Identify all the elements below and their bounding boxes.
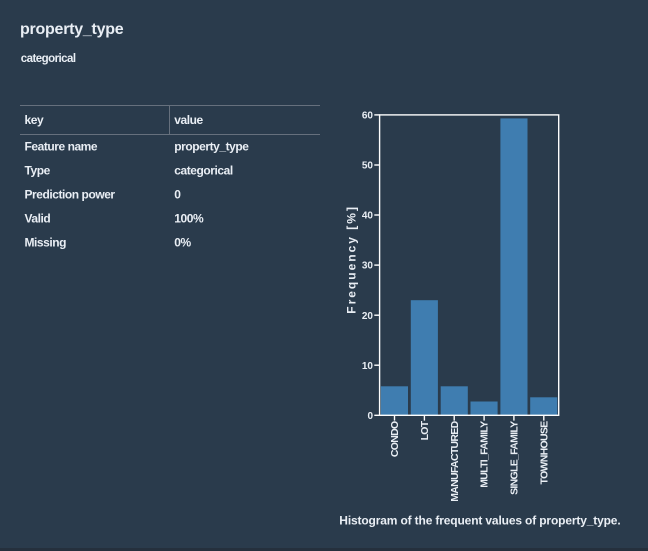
svg-text:categorical: categorical — [21, 53, 76, 65]
svg-text:100%: 100% — [174, 211, 204, 225]
svg-text:Histogram of the frequent valu: Histogram of the frequent values of prop… — [339, 514, 620, 528]
svg-text:TOWNHOUSE: TOWNHOUSE — [538, 421, 550, 485]
svg-text:Missing: Missing — [25, 235, 67, 249]
svg-text:30: 30 — [362, 261, 374, 272]
svg-text:property_type: property_type — [174, 139, 249, 153]
svg-text:key: key — [25, 113, 44, 127]
svg-text:60: 60 — [362, 111, 374, 122]
svg-text:MANUFACTURED: MANUFACTURED — [449, 420, 461, 501]
svg-text:Feature name: Feature name — [25, 139, 98, 153]
svg-text:Valid: Valid — [25, 211, 51, 225]
svg-text:50: 50 — [362, 161, 374, 172]
svg-text:SINGLE_FAMILY: SINGLE_FAMILY — [509, 421, 521, 495]
svg-text:Frequency [%]: Frequency [%] — [344, 205, 358, 314]
svg-text:0: 0 — [174, 187, 181, 201]
svg-text:0%: 0% — [174, 235, 191, 249]
svg-text:20: 20 — [362, 311, 374, 322]
svg-text:40: 40 — [362, 211, 374, 222]
svg-text:0: 0 — [367, 411, 373, 422]
svg-text:Prediction power: Prediction power — [25, 187, 116, 201]
svg-text:CONDO: CONDO — [389, 421, 401, 457]
svg-text:10: 10 — [362, 361, 374, 372]
svg-text:property_type: property_type — [20, 21, 124, 38]
svg-text:LOT: LOT — [419, 420, 431, 440]
svg-text:categorical: categorical — [174, 163, 233, 177]
svg-text:Type: Type — [25, 163, 51, 177]
svg-text:value: value — [174, 113, 203, 127]
svg-text:MULTI_FAMILY: MULTI_FAMILY — [479, 421, 491, 488]
